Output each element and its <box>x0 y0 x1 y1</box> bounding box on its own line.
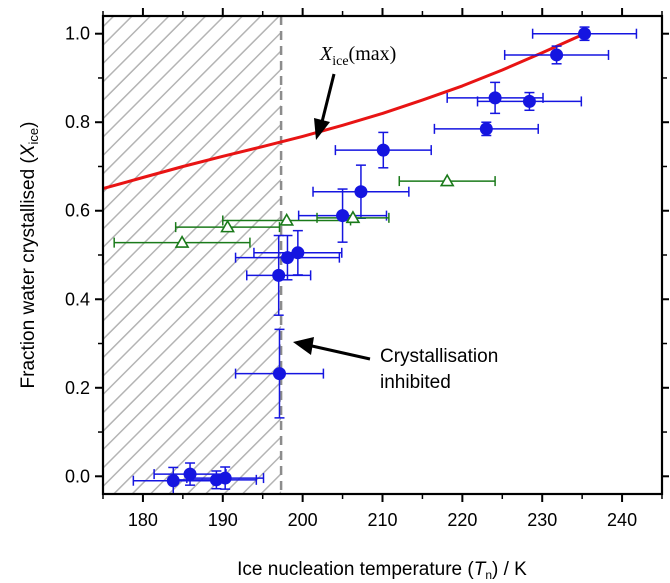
x-tick-label-200: 200 <box>288 510 318 530</box>
y-tick-label-0.0: 0.0 <box>65 466 90 486</box>
point-filled-3 <box>218 471 232 485</box>
y-tick-label-0.6: 0.6 <box>65 201 90 221</box>
x-tick-label-180: 180 <box>128 510 158 530</box>
point-open-1 <box>220 219 235 233</box>
point-filled-15 <box>578 27 592 41</box>
x-axis-title: Ice nucleation temperature (Tn) / K <box>237 559 527 582</box>
y-tick-label-0.8: 0.8 <box>65 112 90 132</box>
annotation-xice-max: Xice(max) <box>319 43 396 69</box>
annotation-xice-max-sym: X <box>319 43 333 65</box>
annotation-xice-max-arrowhead <box>314 118 330 140</box>
y-tick-label-0.2: 0.2 <box>65 378 90 398</box>
point-filled-12 <box>488 91 502 105</box>
point-filled-8 <box>336 209 350 223</box>
x-axis-title-prefix: Ice nucleation temperature ( <box>237 559 474 580</box>
annotation-inhibited-line2: inhibited <box>380 372 451 393</box>
xice-max-line <box>103 32 586 191</box>
y-axis-title-sub: ice <box>26 128 41 145</box>
y-axis-title: Fraction water crystallised (Xice) <box>18 122 41 389</box>
x-tick-label-230: 230 <box>527 510 557 530</box>
annotation-xice-max-sub: ice <box>332 54 348 69</box>
x-tick-label-210: 210 <box>367 510 397 530</box>
x-axis-title-suffix: ) / K <box>492 559 527 580</box>
data-markers <box>166 27 592 488</box>
point-filled-7 <box>291 246 305 260</box>
x-tick-label-220: 220 <box>447 510 477 530</box>
y-tick-label-0.4: 0.4 <box>65 289 90 309</box>
x-axis-title-sym: T <box>474 559 487 580</box>
annotation-inhibited-line1: Crystallisation <box>380 346 498 367</box>
annotation-inhibited-arrowhead <box>293 337 314 355</box>
x-tick-label-240: 240 <box>607 510 637 530</box>
inhibited-region <box>103 16 283 494</box>
inhibited-hatch <box>103 16 282 494</box>
axes: 180 190 200 210 220 230 240 0.0 0.2 0.4 0.6 0.8 1.0 <box>65 8 669 530</box>
point-open-0 <box>174 234 190 248</box>
y-axis-title-sym: X <box>18 143 39 158</box>
point-open-4 <box>439 173 455 187</box>
x-axis-title-sub: n <box>485 568 492 582</box>
annotation-inhibited-arrow <box>311 344 371 361</box>
point-filled-13 <box>522 94 536 108</box>
point-filled-5 <box>272 268 286 282</box>
y-tick-label-1.0: 1.0 <box>65 24 90 44</box>
y-axis-title-prefix: Fraction water crystallised ( <box>18 157 39 389</box>
xice-max-curve <box>103 32 586 191</box>
point-filled-11 <box>479 122 493 136</box>
point-filled-14 <box>550 48 564 62</box>
x-tick-label-190: 190 <box>208 510 238 530</box>
point-filled-4 <box>272 367 286 381</box>
y-axis-title-suffix: ) <box>18 122 39 128</box>
point-filled-6 <box>280 251 294 265</box>
point-filled-9 <box>354 185 368 199</box>
point-filled-10 <box>376 143 390 157</box>
point-filled-0 <box>166 474 180 488</box>
annotation-xice-max-suffix: (max) <box>349 43 397 65</box>
point-open-3 <box>345 210 361 224</box>
point-filled-1 <box>183 467 197 481</box>
annotation-xice-max-arrow <box>320 73 336 123</box>
point-open-2 <box>279 212 295 226</box>
